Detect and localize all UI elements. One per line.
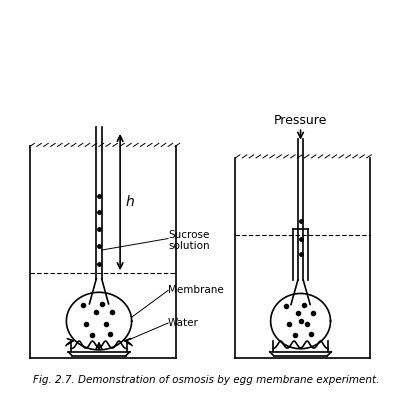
Text: h: h (126, 195, 135, 209)
Text: Fig. 2.7. Demonstration of osmosis by egg membrane experiment.: Fig. 2.7. Demonstration of osmosis by eg… (33, 375, 380, 385)
Text: Membrane: Membrane (168, 285, 224, 295)
Text: Sucrose
solution: Sucrose solution (168, 230, 210, 251)
Text: Pressure: Pressure (274, 114, 327, 127)
Text: Water: Water (168, 318, 199, 328)
